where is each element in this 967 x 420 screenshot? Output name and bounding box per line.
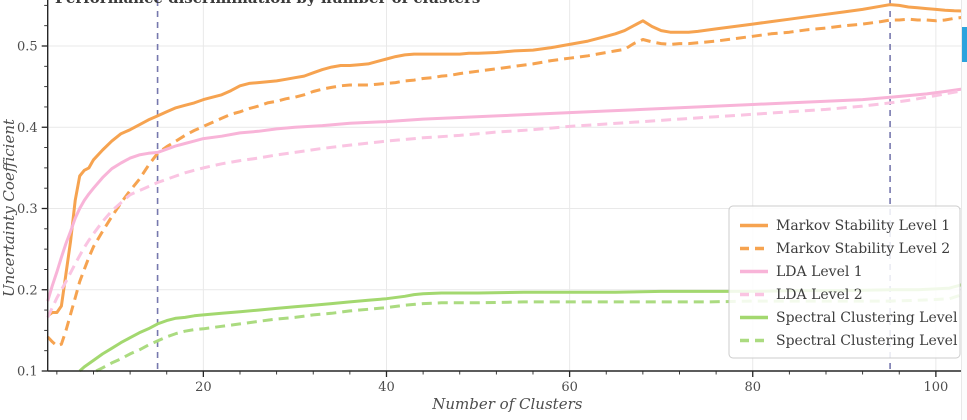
series-line-markov-stability-level-2: [46, 15, 967, 348]
legend-label-markov-stability-level-1: Markov Stability Level 1: [776, 218, 950, 234]
x-tick-label: 60: [561, 380, 578, 395]
scrollbar-thumb[interactable]: [962, 27, 967, 62]
y-tick-label: 0.2: [17, 283, 38, 298]
x-tick-label: 40: [378, 380, 395, 395]
scrollbar-track[interactable]: [961, 0, 967, 420]
y-tick-label: 0.3: [17, 202, 38, 217]
series-line-lda-level-1: [46, 86, 967, 302]
x-tick-label: 80: [744, 380, 761, 395]
series-line-markov-stability-level-1: [46, 3, 967, 318]
series-line-lda-level-2: [46, 88, 967, 319]
y-tick-label: 0.4: [17, 121, 38, 136]
legend-label-spectral-clustering-level-2: Spectral Clustering Level 2: [776, 333, 967, 349]
chart-title: Performance discrimination by number of …: [55, 0, 480, 7]
y-tick-label: 0.5: [17, 40, 38, 55]
x-tick-label: 100: [923, 380, 948, 395]
legend-label-lda-level-2: LDA Level 2: [776, 287, 863, 303]
legend-label-lda-level-1: LDA Level 1: [776, 264, 863, 280]
y-tick-label: 0.1: [17, 365, 38, 380]
legend-label-spectral-clustering-level-1: Spectral Clustering Level 1: [776, 310, 967, 326]
legend-box: [728, 205, 961, 359]
legend-label-markov-stability-level-2: Markov Stability Level 2: [776, 241, 950, 257]
x-axis-label: Number of Clusters: [431, 395, 582, 413]
y-axis-label: Uncertainty Coefficient: [0, 118, 18, 297]
x-tick-label: 20: [195, 380, 212, 395]
